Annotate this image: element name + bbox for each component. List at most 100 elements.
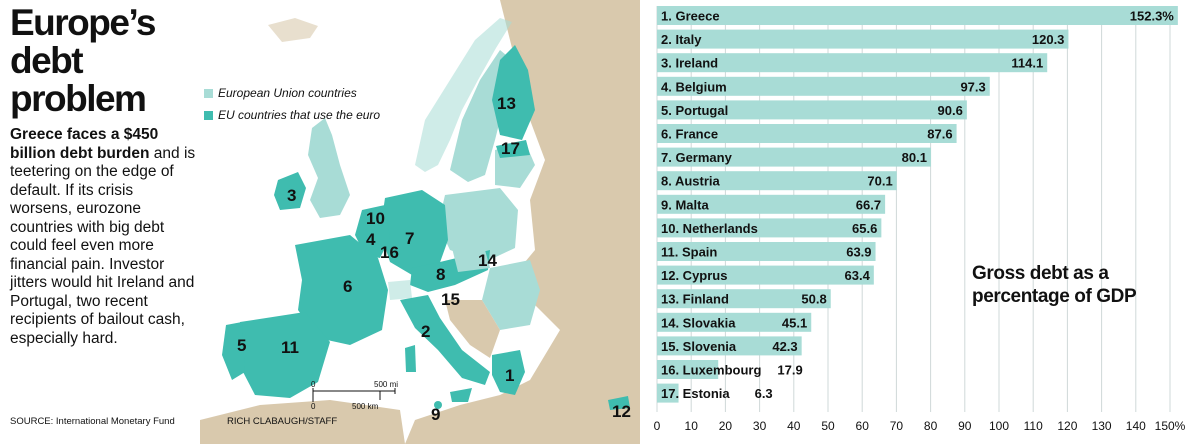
bar-category-label: 2. Italy [661,32,702,47]
north-africa [200,400,405,444]
sardinia [405,345,416,372]
bar-value-label: 65.6 [852,221,877,236]
bar-category-label: 6. France [661,127,718,142]
x-tick-label: 0 [654,419,661,433]
bar [657,383,679,403]
bar [657,29,1069,49]
intro-column: Europe’s debt problem Greece faces a $45… [10,4,200,440]
finland [492,45,535,140]
bar-category-label: 11. Spain [661,245,717,260]
balkans [445,300,500,358]
sicily [450,388,472,402]
norway [415,18,512,172]
x-tick-label: 100 [989,419,1009,433]
greece [492,350,525,395]
map-number-estonia: 17 [501,139,520,158]
bar-value-label: 17.9 [777,363,802,378]
bar-category-label: 7. Germany [661,150,733,165]
europe-map: European Union countries EU countries th… [200,0,640,444]
x-tick-label: 120 [1057,419,1077,433]
x-tick-label: 30 [753,419,767,433]
map-legend: European Union countries EU countries th… [204,82,380,126]
bar-value-label: 120.3 [1032,32,1065,47]
x-tick-label: 20 [719,419,733,433]
map-number-austria: 8 [436,265,446,284]
bar-value-label: 80.1 [902,150,927,165]
bar [657,147,931,167]
bar-value-label: 6.3 [755,386,773,401]
x-tick-label: 150% [1155,419,1186,433]
bar-category-label: 12. Cyprus [661,268,727,283]
germany [380,190,448,275]
bar [657,336,802,356]
bar-category-label: 8. Austria [661,174,721,189]
bar-chart-svg: 0 10 20 30 40 50 60 70 80 90 100 110 120 130 140 150% 1.… [654,6,1186,433]
bar-category-label: 13. Finland [661,292,729,307]
legend-eu-label: European Union countries [218,86,357,100]
x-tick-label: 40 [787,419,801,433]
map-number-germany: 7 [405,229,415,248]
bar-value-label: 63.9 [846,245,871,260]
x-tick-label: 60 [856,419,870,433]
bar [657,194,886,214]
bar [657,6,1178,25]
bar [657,171,897,191]
page-title: Europe’s debt problem [10,2,156,119]
bar [657,53,1048,73]
map-number-france: 6 [343,277,353,296]
map-number-slovakia: 14 [478,251,497,270]
bar [657,100,967,120]
map-number-finland: 13 [497,94,516,113]
chart-title: Gross debt as a percentage of GDP [972,263,1137,307]
bar [657,124,957,143]
map-drawing [200,0,640,444]
bar-category-label: 1. Greece [661,9,720,24]
italy [400,295,490,385]
scale-zero-mi: 0 [311,380,316,389]
legend-eu-swatch [204,88,213,98]
map-number-portugal: 5 [237,336,247,355]
legend-eu: European Union countries [204,82,380,104]
map-number-greece: 1 [505,366,515,385]
scale-zero-km: 0 [311,402,316,411]
bar [657,312,812,332]
blurb-lead: Greece faces a $450 billion debt burden [10,126,159,162]
x-tick-label: 70 [890,419,904,433]
map-number-belgium: 4 [366,230,376,249]
bar-category-label: 17. Estonia [661,386,730,401]
iceland [268,18,318,42]
map-number-ireland: 3 [287,186,297,205]
bar [657,360,719,379]
legend-euro: EU countries that use the euro [204,104,380,126]
scale-miles: 500 mi [374,380,399,389]
source-note: SOURCE: International Monetary Fund [10,416,175,427]
portugal [222,322,245,380]
non-eu-land [405,0,640,444]
france [295,235,388,345]
romania-bulgaria [482,260,540,330]
bar-category-label: 15. Slovenia [661,339,737,354]
blurb-body: and is teetering on the edge of default.… [10,144,196,347]
bar-value-label: 90.6 [938,103,963,118]
bar [657,218,882,238]
malta [434,401,442,409]
map-number-malta: 9 [431,405,441,424]
x-tick-label: 110 [1024,419,1043,433]
great-britain [308,118,350,218]
bar [657,242,876,261]
hungary-czech [450,240,490,272]
bar-value-label: 97.3 [960,79,985,94]
bar-value-label: 50.8 [801,292,826,307]
spain [240,312,330,398]
map-number-italy: 2 [421,322,431,341]
estonia [496,140,530,158]
intro-blurb: Greece faces a $450 billion debt burden … [10,126,198,348]
x-tick-label: 130 [1092,419,1112,433]
bar [657,76,990,96]
bar-value-label: 66.7 [856,197,881,212]
bar-value-label: 70.1 [867,174,892,189]
map-number-slovenia: 15 [441,290,460,309]
bar-category-label: 16. Luxembourg [661,363,761,378]
debt-chart: 0 10 20 30 40 50 60 70 80 90 100 110 120 130 140 150% 1.… [640,0,1200,444]
bar-value-label: 87.6 [927,127,952,142]
